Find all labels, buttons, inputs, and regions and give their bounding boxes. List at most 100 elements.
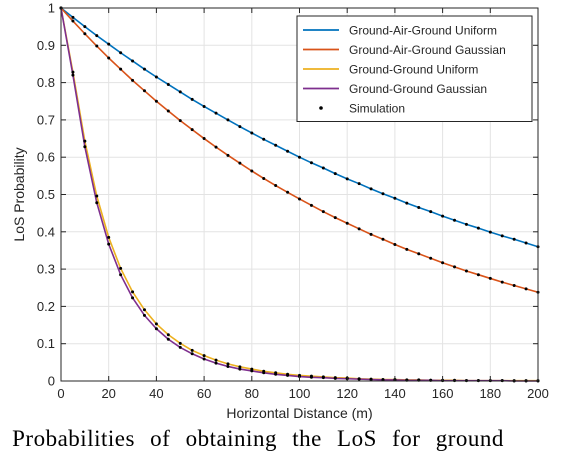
simulation-point-1-35 bbox=[476, 273, 480, 277]
simulation-point-3-15 bbox=[238, 367, 242, 371]
y-tick-label-1: 0.1 bbox=[37, 336, 55, 351]
simulation-point-0-37 bbox=[500, 234, 504, 238]
simulation-point-1-38 bbox=[512, 284, 516, 288]
simulation-point-0-15 bbox=[238, 125, 242, 129]
simulation-point-1-39 bbox=[524, 287, 528, 291]
x-tick-label-3: 60 bbox=[197, 386, 211, 401]
simulation-point-1-33 bbox=[453, 265, 457, 269]
x-tick-label-2: 40 bbox=[149, 386, 163, 401]
simulation-point-1-5 bbox=[119, 67, 123, 71]
y-axis-label: LoS Probability bbox=[11, 147, 27, 241]
simulation-point-2-12 bbox=[202, 354, 206, 358]
simulation-point-1-17 bbox=[262, 176, 266, 180]
legend-label-ground-ground-gaussian: Ground-Ground Gaussian bbox=[349, 82, 487, 96]
x-tick-labels: 0 20 40 60 80 100 120 140 160 180 200 bbox=[57, 386, 548, 401]
simulation-point-3-22 bbox=[321, 376, 325, 380]
simulation-point-3-9 bbox=[166, 337, 170, 341]
simulation-point-3-11 bbox=[190, 352, 194, 356]
simulation-point-0-5 bbox=[119, 51, 123, 55]
simulation-point-0-22 bbox=[321, 166, 325, 170]
simulation-point-0-1 bbox=[71, 15, 75, 19]
simulation-point-1-28 bbox=[393, 242, 397, 246]
y-tick-label-6: 0.6 bbox=[37, 150, 55, 165]
simulation-point-0-4 bbox=[107, 42, 111, 46]
simulation-point-0-13 bbox=[214, 111, 218, 115]
simulation-point-1-6 bbox=[131, 78, 135, 82]
simulation-point-2-13 bbox=[214, 358, 218, 362]
simulation-point-0-8 bbox=[154, 75, 158, 79]
x-tick-label-10: 200 bbox=[527, 386, 549, 401]
simulation-point-1-8 bbox=[154, 99, 158, 103]
simulation-point-3-21 bbox=[309, 375, 313, 379]
simulation-point-0-38 bbox=[512, 237, 516, 241]
simulation-point-0-18 bbox=[274, 143, 278, 147]
simulation-point-1-19 bbox=[286, 190, 290, 194]
simulation-point-2-9 bbox=[166, 333, 170, 337]
simulation-point-1-31 bbox=[429, 256, 433, 260]
simulation-point-1-25 bbox=[357, 227, 361, 231]
simulation-point-1-15 bbox=[238, 161, 242, 165]
legend-label-ground-ground-uniform: Ground-Ground Uniform bbox=[349, 63, 478, 77]
simulation-point-2-5 bbox=[119, 266, 123, 270]
simulation-point-1-20 bbox=[298, 197, 301, 201]
simulation-point-2-8 bbox=[154, 322, 158, 326]
simulation-point-2-1 bbox=[71, 70, 75, 74]
simulation-point-3-19 bbox=[286, 373, 290, 377]
simulation-point-0-34 bbox=[464, 222, 468, 226]
simulation-point-1-13 bbox=[214, 145, 218, 149]
simulation-point-1-32 bbox=[441, 261, 445, 265]
simulation-point-1-12 bbox=[202, 137, 206, 141]
simulation-point-0-14 bbox=[226, 118, 230, 122]
simulation-point-0-20 bbox=[298, 155, 301, 159]
simulation-point-1-14 bbox=[226, 153, 230, 157]
legend-label-ground-air-ground-gaussian: Ground-Air-Ground Gaussian bbox=[349, 43, 506, 57]
simulation-point-0-9 bbox=[166, 82, 170, 86]
simulation-point-0-39 bbox=[524, 241, 528, 245]
simulation-point-0-3 bbox=[95, 34, 99, 38]
simulation-point-3-1 bbox=[71, 73, 75, 77]
y-tick-label-10: 1 bbox=[48, 1, 55, 16]
simulation-point-1-37 bbox=[500, 280, 504, 284]
y-tick-label-0: 0 bbox=[48, 374, 55, 389]
legend-label-ground-air-ground-uniform: Ground-Air-Ground Uniform bbox=[349, 24, 497, 38]
simulation-point-1-1 bbox=[71, 19, 75, 23]
simulation-point-0-33 bbox=[453, 218, 457, 222]
simulation-point-3-17 bbox=[262, 371, 266, 375]
y-tick-label-3: 0.3 bbox=[37, 262, 55, 277]
x-tick-label-9: 180 bbox=[479, 386, 501, 401]
simulation-point-0-6 bbox=[131, 59, 135, 63]
y-tick-label-9: 0.9 bbox=[37, 38, 55, 53]
simulation-point-0-16 bbox=[250, 131, 254, 135]
simulation-point-3-16 bbox=[250, 369, 254, 373]
simulation-point-0-31 bbox=[429, 210, 433, 214]
simulation-point-1-22 bbox=[321, 210, 325, 214]
x-tick-label-8: 160 bbox=[432, 386, 454, 401]
simulation-point-0-19 bbox=[286, 149, 290, 153]
y-tick-label-2: 0.2 bbox=[37, 299, 55, 314]
simulation-point-1-11 bbox=[190, 128, 194, 132]
simulation-point-0-10 bbox=[178, 90, 182, 94]
simulation-point-1-10 bbox=[178, 119, 182, 123]
simulation-point-3-14 bbox=[226, 364, 230, 368]
simulation-point-2-2 bbox=[83, 139, 87, 143]
simulation-point-0-35 bbox=[476, 226, 480, 230]
x-tick-label-4: 80 bbox=[245, 386, 259, 401]
y-tick-label-5: 0.5 bbox=[37, 187, 55, 202]
simulation-point-2-11 bbox=[190, 348, 194, 352]
simulation-point-0-30 bbox=[417, 206, 421, 210]
x-tick-label-7: 140 bbox=[384, 386, 406, 401]
simulation-point-2-10 bbox=[178, 341, 182, 345]
simulation-point-2-4 bbox=[107, 235, 111, 239]
simulation-point-1-29 bbox=[405, 247, 409, 251]
legend: Ground-Air-Ground Uniform Ground-Air-Grou… bbox=[296, 15, 533, 122]
simulation-point-0-25 bbox=[357, 182, 361, 186]
legend-swatch-simulation bbox=[319, 106, 323, 110]
simulation-point-1-18 bbox=[274, 184, 278, 188]
x-tick-label-6: 120 bbox=[336, 386, 358, 401]
simulation-point-0-28 bbox=[393, 196, 397, 200]
simulation-point-3-23 bbox=[333, 376, 337, 380]
simulation-point-1-23 bbox=[333, 216, 337, 220]
y-tick-label-8: 0.8 bbox=[37, 75, 55, 90]
simulation-point-1-26 bbox=[369, 232, 373, 236]
simulation-point-3-13 bbox=[214, 361, 218, 365]
